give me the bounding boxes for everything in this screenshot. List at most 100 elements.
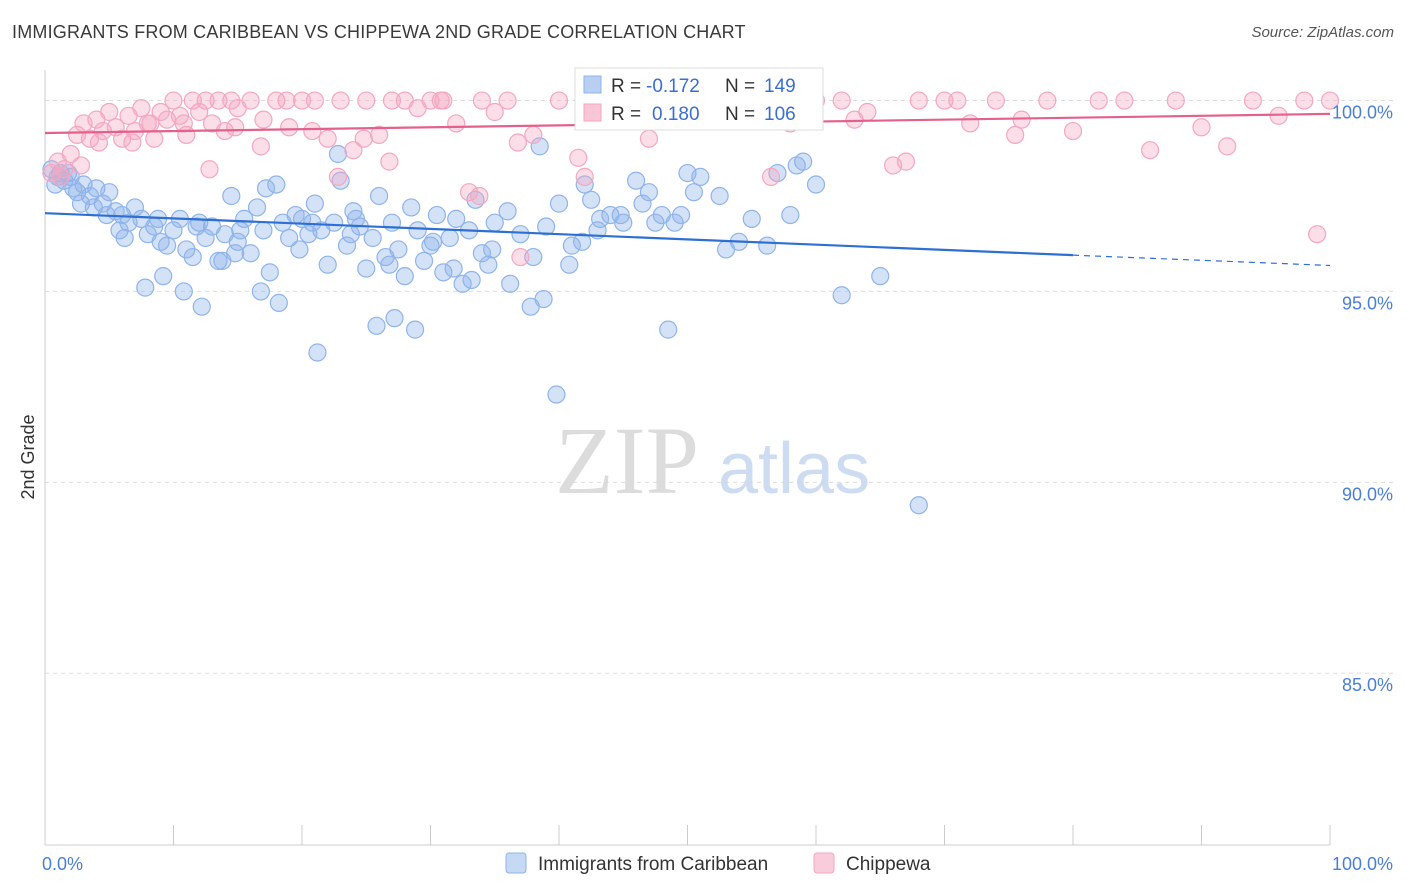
legend-label-chippewa: Chippewa xyxy=(846,854,931,875)
point-caribbean xyxy=(341,225,360,244)
point-chippewa xyxy=(190,102,209,122)
point-caribbean xyxy=(269,293,288,312)
point-caribbean xyxy=(363,228,382,248)
point-caribbean xyxy=(154,267,173,286)
point-caribbean xyxy=(177,240,196,259)
bottom-legend: Immigrants from Caribbean Chippewa xyxy=(505,852,931,875)
point-chippewa xyxy=(1243,91,1263,110)
point-chippewa xyxy=(459,183,479,202)
legend-swatch-caribbean xyxy=(505,852,527,874)
point-caribbean xyxy=(71,194,91,213)
point-caribbean xyxy=(260,263,279,282)
point-caribbean xyxy=(367,316,386,335)
point-chippewa xyxy=(1308,225,1327,244)
point-chippewa xyxy=(1166,91,1185,110)
axes xyxy=(44,70,1331,846)
point-chippewa xyxy=(222,91,241,110)
point-caribbean xyxy=(633,194,652,213)
point-chippewa xyxy=(948,91,967,110)
x-tick-label: 100.0% xyxy=(1332,854,1393,874)
point-caribbean xyxy=(671,205,691,225)
point-caribbean xyxy=(562,236,581,255)
point-chippewa xyxy=(100,102,119,122)
point-chippewa xyxy=(123,133,142,152)
point-caribbean xyxy=(909,496,928,515)
point-chippewa xyxy=(71,156,91,175)
point-caribbean xyxy=(110,221,129,240)
point-chippewa xyxy=(845,110,864,129)
point-chippewa xyxy=(431,91,450,110)
point-caribbean xyxy=(447,209,466,228)
point-caribbean xyxy=(781,205,800,225)
point-caribbean xyxy=(318,255,337,274)
point-caribbean xyxy=(498,202,517,221)
x-tick-label: 0.0% xyxy=(42,854,83,874)
point-caribbean xyxy=(183,247,202,267)
svg-text:0.180: 0.180 xyxy=(652,104,700,125)
point-caribbean xyxy=(370,186,389,206)
point-chippewa xyxy=(318,129,337,148)
point-caribbean xyxy=(646,213,665,232)
grid-lines xyxy=(45,100,1393,674)
point-caribbean xyxy=(385,309,404,328)
point-chippewa xyxy=(164,91,183,110)
point-chippewa xyxy=(61,144,80,164)
point-chippewa xyxy=(472,91,491,110)
point-caribbean xyxy=(405,320,425,339)
point-caribbean xyxy=(337,236,357,255)
point-chippewa xyxy=(1192,118,1211,137)
point-chippewa xyxy=(986,91,1006,110)
point-caribbean xyxy=(174,282,193,301)
point-caribbean xyxy=(530,137,549,156)
chart-title: IMMIGRANTS FROM CARIBBEAN VS CHIPPEWA 2N… xyxy=(12,22,746,42)
data-points xyxy=(42,91,1340,515)
point-chippewa xyxy=(277,91,296,110)
point-chippewa xyxy=(292,91,312,110)
point-chippewa xyxy=(832,91,851,110)
point-chippewa xyxy=(305,91,324,110)
point-caribbean xyxy=(472,244,491,263)
point-chippewa xyxy=(485,102,504,122)
point-caribbean xyxy=(758,236,777,255)
point-caribbean xyxy=(591,209,610,228)
y-axis-label: 2nd Grade xyxy=(18,414,38,499)
point-caribbean xyxy=(209,251,228,270)
point-caribbean xyxy=(290,240,309,259)
point-caribbean xyxy=(626,171,646,190)
y-tick-label: 100.0% xyxy=(1332,103,1393,123)
point-chippewa xyxy=(370,125,389,145)
point-chippewa xyxy=(1089,91,1108,110)
point-caribbean xyxy=(462,270,481,290)
point-caribbean xyxy=(639,183,659,202)
point-caribbean xyxy=(226,244,245,263)
trend-line-caribbean-extension xyxy=(1072,254,1331,267)
point-chippewa xyxy=(254,110,273,129)
point-chippewa xyxy=(196,91,215,110)
point-caribbean xyxy=(380,255,399,274)
point-chippewa xyxy=(183,91,202,110)
point-caribbean xyxy=(408,221,427,240)
svg-text:R =: R = xyxy=(611,76,641,97)
point-caribbean xyxy=(742,209,761,228)
svg-text:106: 106 xyxy=(764,104,796,125)
point-chippewa xyxy=(511,247,530,267)
point-chippewa xyxy=(575,167,594,186)
point-caribbean xyxy=(136,278,155,297)
point-chippewa xyxy=(89,133,109,152)
point-caribbean xyxy=(483,240,502,259)
svg-text:R =: R = xyxy=(611,104,641,125)
point-chippewa xyxy=(1320,91,1340,110)
svg-text:N =: N = xyxy=(725,76,755,97)
point-chippewa xyxy=(200,160,219,179)
point-caribbean xyxy=(308,343,327,362)
point-caribbean xyxy=(414,251,434,270)
point-caribbean xyxy=(560,255,579,274)
trend-line-caribbean xyxy=(44,212,1074,257)
point-caribbean xyxy=(549,194,569,213)
point-chippewa xyxy=(331,91,350,110)
point-chippewa xyxy=(357,91,376,110)
y-tick-label: 90.0% xyxy=(1342,484,1393,504)
x-tick-labels: 0.0% 100.0% xyxy=(42,854,1393,874)
point-chippewa xyxy=(280,118,299,137)
